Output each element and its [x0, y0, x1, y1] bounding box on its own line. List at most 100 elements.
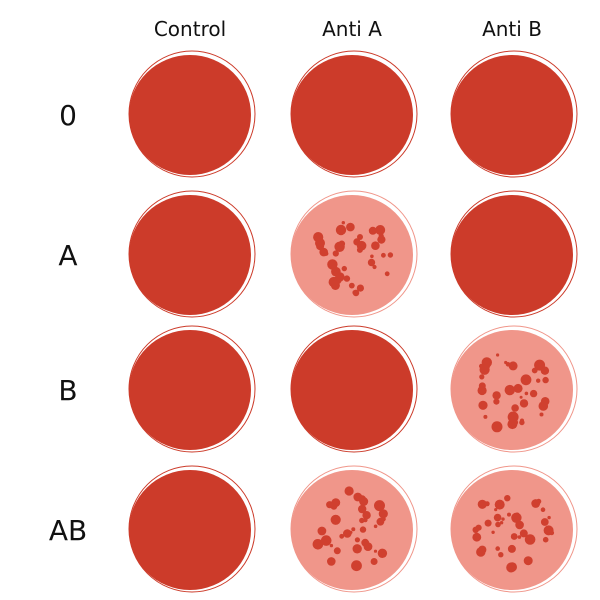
clump — [343, 529, 352, 538]
clump — [547, 515, 551, 520]
clump — [549, 530, 555, 536]
clump — [536, 498, 542, 504]
clump — [476, 547, 486, 557]
clump — [370, 254, 374, 259]
clump — [496, 353, 500, 357]
clump — [519, 529, 528, 538]
clump — [513, 383, 523, 393]
clump — [359, 517, 365, 524]
clump — [341, 221, 345, 225]
clump — [348, 282, 355, 289]
clump — [362, 511, 371, 520]
well-rim — [450, 50, 578, 178]
clump — [507, 411, 519, 423]
well-rim — [128, 190, 256, 318]
clump — [492, 391, 501, 400]
clump — [491, 530, 495, 534]
clump — [510, 533, 518, 540]
clump — [540, 366, 550, 375]
clump — [353, 492, 363, 502]
clump — [352, 290, 358, 295]
clump — [378, 233, 384, 239]
clump — [357, 234, 363, 240]
row-label: B — [58, 374, 77, 407]
well-rim — [290, 465, 418, 593]
clump — [343, 275, 351, 282]
clump — [315, 238, 325, 248]
clump — [540, 507, 546, 512]
well — [290, 50, 418, 178]
clump — [491, 421, 503, 433]
clump — [501, 517, 505, 521]
clump — [377, 548, 388, 558]
column-header: Control — [154, 17, 226, 41]
clump — [351, 527, 356, 532]
clump — [493, 398, 500, 405]
well — [290, 325, 418, 453]
clump — [373, 524, 378, 529]
well-rim — [128, 50, 256, 178]
clump — [329, 543, 334, 548]
clump — [506, 562, 517, 573]
clump — [494, 508, 498, 512]
clump — [363, 542, 373, 551]
clump — [472, 532, 482, 542]
clump — [542, 536, 549, 543]
clump — [317, 526, 327, 536]
well-fill — [451, 55, 573, 175]
clump — [363, 517, 368, 523]
clump — [531, 367, 538, 374]
clump — [519, 399, 529, 408]
clump — [524, 534, 536, 545]
row-label: A — [58, 239, 77, 272]
well-rim — [128, 465, 256, 593]
well-fill — [291, 195, 413, 315]
clump — [508, 361, 518, 371]
well — [128, 50, 256, 178]
clump — [371, 241, 380, 250]
clump — [367, 258, 376, 267]
well-rim — [290, 50, 418, 178]
clump — [335, 272, 345, 282]
well-fill — [291, 55, 413, 175]
clump — [540, 518, 549, 526]
clump — [327, 259, 338, 270]
well-rim — [450, 190, 578, 318]
clump — [334, 241, 345, 252]
clump — [511, 512, 522, 523]
clump — [313, 539, 321, 547]
clump — [341, 265, 347, 272]
clump — [381, 252, 386, 258]
well-rim — [290, 190, 418, 318]
clump — [368, 226, 377, 235]
well-rim — [290, 325, 418, 453]
well-fill — [291, 330, 413, 450]
well — [128, 190, 256, 318]
clump — [356, 284, 364, 292]
clump — [339, 533, 345, 539]
column-header: Anti A — [322, 17, 382, 41]
clump — [524, 391, 529, 396]
clump — [511, 404, 519, 412]
clump — [352, 544, 362, 554]
clump — [319, 247, 329, 257]
clump — [479, 363, 484, 369]
clump — [331, 498, 341, 507]
well — [128, 325, 256, 453]
row-label: 0 — [59, 99, 77, 132]
clump — [519, 395, 523, 399]
clump — [370, 558, 378, 565]
clump — [326, 537, 332, 543]
clump — [335, 224, 347, 236]
clump — [542, 376, 549, 384]
well-fill — [129, 470, 251, 590]
well-rim — [450, 325, 578, 453]
clump — [387, 252, 394, 258]
clump — [478, 400, 488, 410]
clump — [495, 521, 501, 528]
clump — [493, 513, 502, 522]
clump — [373, 549, 378, 553]
clump — [495, 546, 501, 551]
clump — [378, 509, 388, 519]
